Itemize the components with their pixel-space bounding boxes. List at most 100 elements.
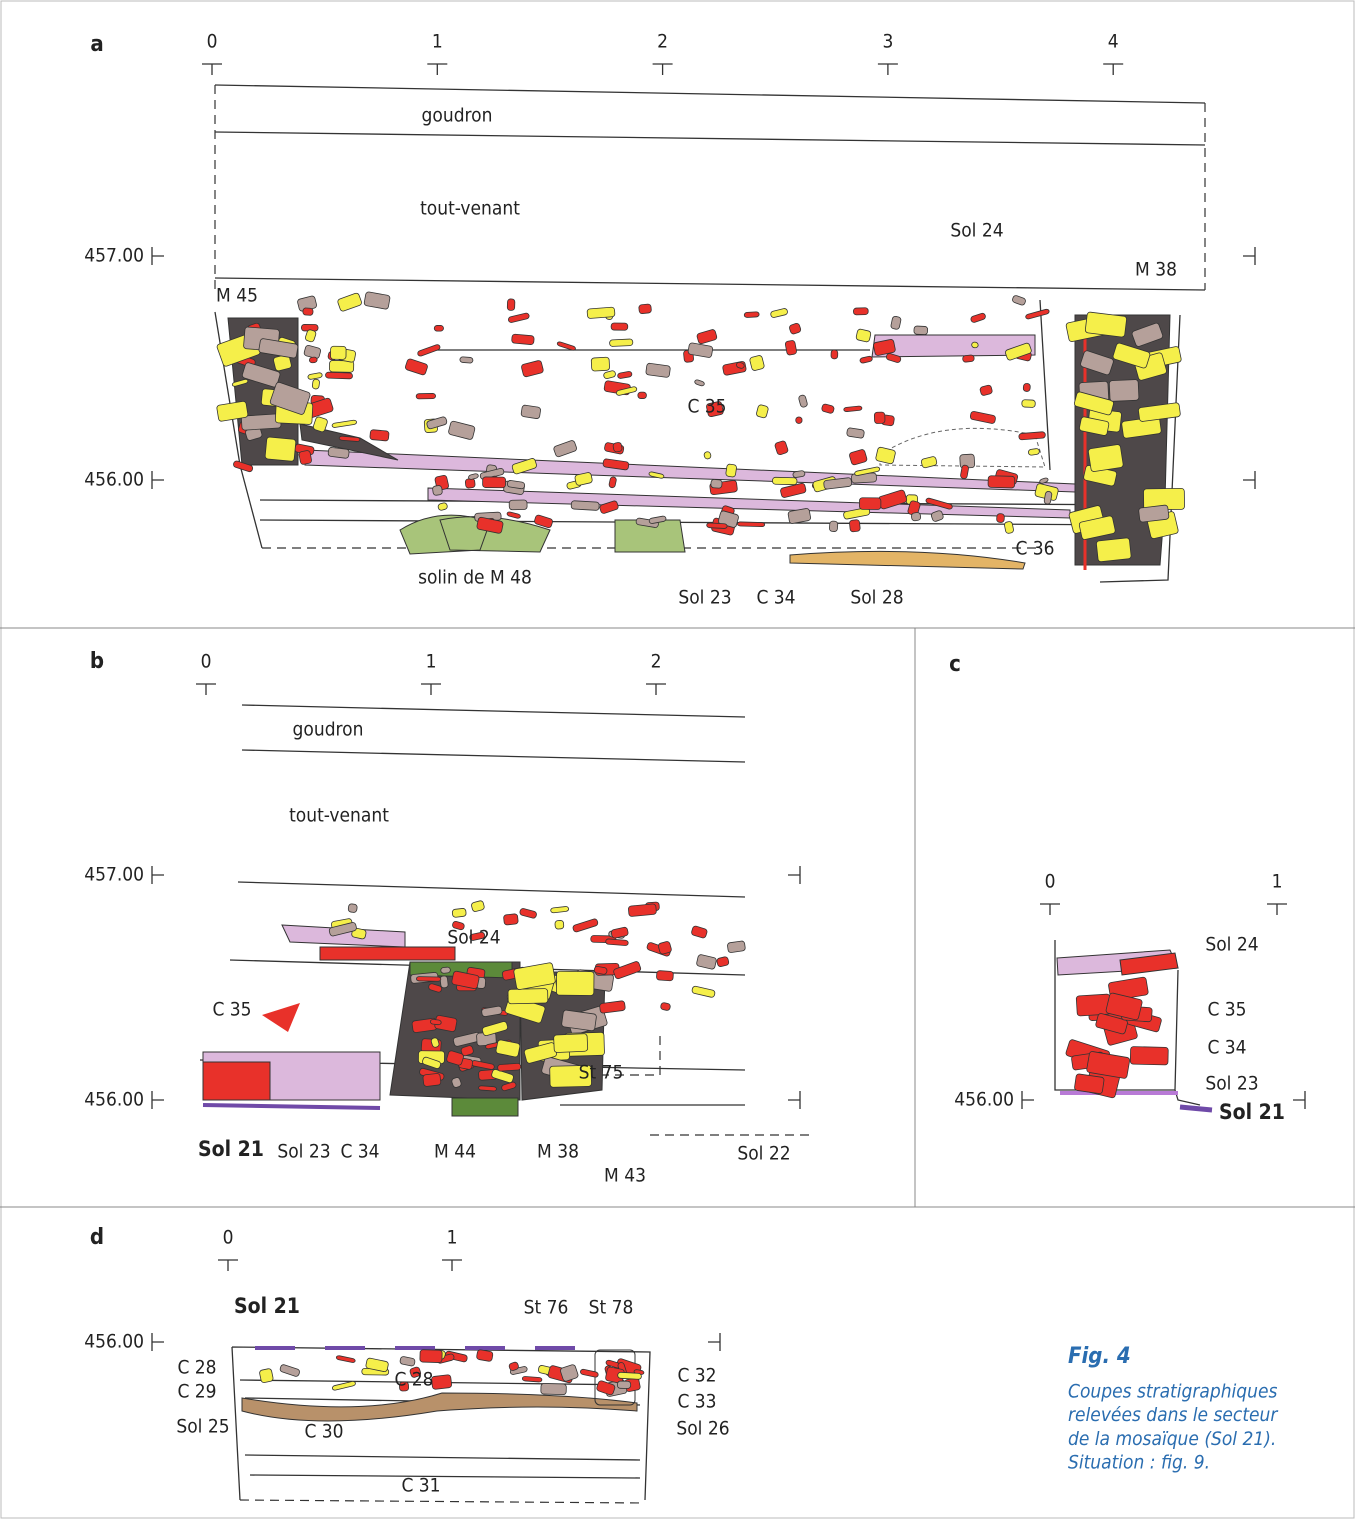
stone	[1028, 448, 1040, 455]
stone	[550, 906, 568, 913]
stone	[874, 412, 885, 424]
stone	[571, 501, 599, 511]
layer-label: Sol 21	[234, 1294, 300, 1318]
layer-label: tout-venant	[289, 805, 389, 827]
layer-label: C 31	[401, 1475, 440, 1497]
stone	[856, 329, 872, 343]
stone	[432, 485, 442, 495]
stone	[744, 312, 759, 318]
stone	[660, 1002, 671, 1011]
layer-label: Sol 22	[737, 1143, 790, 1165]
stone	[849, 519, 860, 532]
stone	[265, 437, 296, 462]
elevation-mark	[152, 1091, 164, 1109]
stone	[606, 939, 629, 946]
stone	[890, 316, 901, 330]
scale-label: 0	[223, 1227, 234, 1249]
stone	[437, 502, 447, 511]
scale-label: 1	[426, 651, 437, 673]
stone	[789, 323, 802, 335]
stone	[431, 1375, 452, 1390]
stone	[1074, 1074, 1104, 1094]
layer-label: M 45	[216, 285, 258, 307]
scale-tick	[421, 684, 441, 695]
scale-tick	[1267, 904, 1287, 915]
stone	[512, 334, 535, 345]
elevation-label: 457.00	[84, 245, 144, 267]
stone	[452, 908, 466, 917]
stone	[476, 1349, 493, 1361]
scale-tick	[218, 1260, 238, 1271]
stone	[364, 292, 391, 310]
scale-tick	[1040, 904, 1060, 915]
stone	[332, 1381, 356, 1391]
layer-label: C 28	[177, 1357, 216, 1379]
stone	[1004, 521, 1014, 534]
stone	[911, 512, 921, 521]
layer-label: C 34	[1207, 1037, 1246, 1059]
panel-letter: b	[90, 649, 104, 674]
stone	[611, 927, 629, 939]
stone	[875, 447, 896, 465]
scale-tick	[196, 684, 216, 695]
stone	[1025, 309, 1050, 320]
stone	[1085, 312, 1127, 338]
stone	[434, 325, 443, 331]
stone	[471, 900, 485, 912]
panel-letter: c	[949, 652, 961, 677]
elevation-mark	[788, 866, 800, 884]
stone	[348, 904, 358, 913]
stone	[423, 1073, 441, 1086]
stone	[770, 308, 788, 318]
stone	[727, 941, 745, 953]
layer-label: goudron	[422, 105, 493, 127]
stone	[416, 393, 436, 399]
scale-tick	[1103, 64, 1123, 75]
scale-tick	[427, 64, 447, 75]
stone	[521, 360, 544, 377]
layer-label: Sol 28	[850, 587, 903, 609]
layer-label: C 33	[677, 1391, 716, 1413]
layer-label: M 44	[434, 1141, 476, 1163]
layer-label: tout-venant	[420, 198, 520, 220]
stone	[617, 371, 632, 379]
stone	[572, 918, 598, 932]
stone	[1076, 994, 1111, 1016]
scale-label: 1	[432, 31, 443, 53]
stone	[416, 977, 441, 982]
elevation-mark	[152, 471, 164, 489]
scale-tick	[442, 1260, 462, 1271]
stone	[691, 986, 715, 998]
stone	[694, 379, 705, 386]
layer-label: C 35	[1207, 999, 1246, 1021]
stone	[996, 513, 1004, 522]
stone	[646, 363, 671, 378]
stone	[337, 292, 362, 312]
scale-label: 2	[651, 651, 662, 673]
caption-line: de la mosaïque (Sol 21).	[1068, 1428, 1276, 1450]
stone	[420, 1350, 442, 1363]
stone	[591, 357, 610, 371]
stone	[1138, 505, 1169, 523]
stone	[478, 1086, 496, 1092]
panel-letter: a	[90, 32, 103, 57]
stone	[417, 344, 441, 357]
caption-title: Fig. 4	[1068, 1344, 1131, 1369]
stone	[483, 477, 506, 488]
stone	[774, 440, 788, 455]
elevation-label: 456.00	[84, 1331, 144, 1353]
stone	[970, 312, 986, 323]
stone	[519, 908, 537, 919]
stone	[609, 476, 617, 488]
stone	[609, 339, 632, 347]
stone	[308, 372, 323, 379]
stone	[831, 350, 838, 359]
stone	[849, 449, 868, 466]
stone	[405, 358, 429, 375]
stone	[638, 392, 647, 398]
stone	[795, 417, 802, 424]
stone	[332, 420, 357, 428]
layer-label: St 76	[524, 1297, 569, 1319]
layer-label: C 34	[340, 1141, 379, 1163]
stone	[587, 307, 615, 319]
